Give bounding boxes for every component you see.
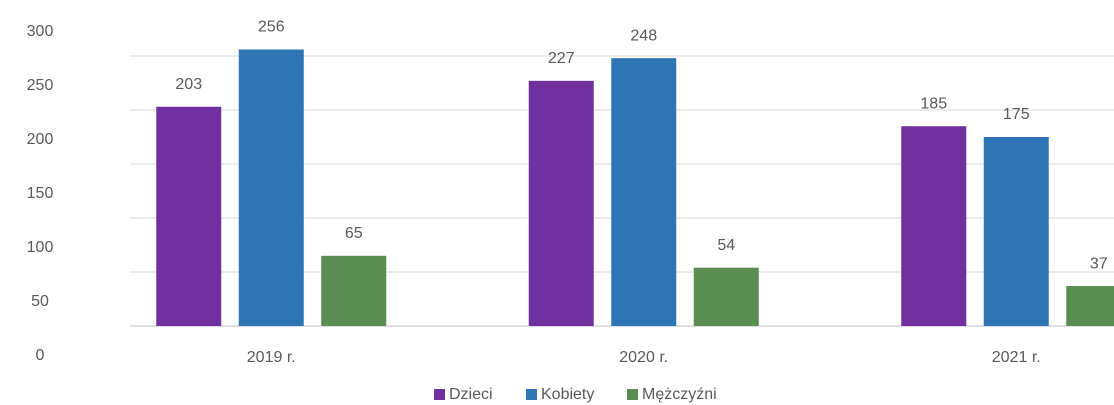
y-tick-label: 300 — [27, 23, 54, 40]
data-label: 65 — [345, 225, 363, 242]
legend-swatch — [627, 389, 638, 400]
x-tick-label: 2020 r. — [619, 349, 668, 366]
data-label: 54 — [717, 237, 735, 254]
y-tick-label: 100 — [27, 239, 54, 256]
data-label: 248 — [630, 27, 657, 44]
x-tick-label: 2021 r. — [992, 349, 1041, 366]
bar — [901, 126, 967, 326]
bar — [611, 58, 677, 326]
bar — [321, 255, 387, 326]
y-tick-label: 250 — [27, 77, 54, 94]
data-label: 175 — [1003, 106, 1030, 123]
legend-label: Mężczyźni — [642, 386, 717, 403]
bar — [1066, 286, 1114, 326]
bar — [983, 137, 1049, 326]
data-label: 185 — [920, 95, 947, 112]
legend-swatch — [526, 389, 537, 400]
legend-swatch — [434, 389, 445, 400]
y-tick-label: 150 — [27, 185, 54, 202]
legend-label: Dzieci — [449, 386, 493, 403]
bar — [693, 267, 759, 326]
y-tick-label: 50 — [31, 293, 49, 310]
data-label: 256 — [258, 19, 285, 36]
data-label: 203 — [175, 76, 202, 93]
legend-label: Kobiety — [541, 386, 594, 403]
y-tick-label: 200 — [27, 131, 54, 148]
data-label: 227 — [548, 50, 575, 67]
bar — [156, 106, 222, 326]
y-tick-label: 0 — [36, 347, 45, 364]
x-tick-label: 2019 r. — [247, 349, 296, 366]
bar — [528, 80, 594, 326]
bar — [238, 49, 304, 327]
data-label: 37 — [1090, 255, 1108, 272]
